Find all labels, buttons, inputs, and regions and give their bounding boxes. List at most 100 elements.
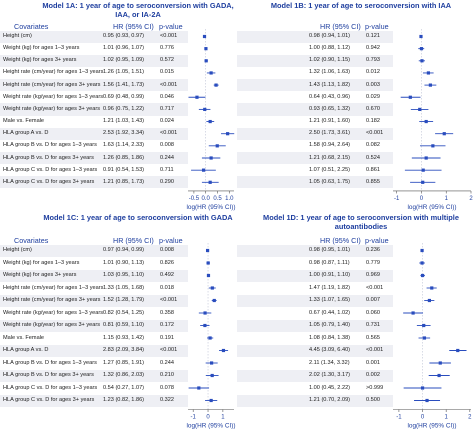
- hr-point: [226, 132, 230, 136]
- x-axis-title: log(HR (95% CI)): [186, 423, 235, 430]
- hr-value: 1.00 (0.45, 2.22): [309, 384, 351, 391]
- hr-point: [408, 95, 412, 99]
- row-band: [0, 54, 188, 67]
- hr-value: 0.93 (0.65, 1.32): [309, 105, 351, 112]
- p-value: <0.001: [160, 33, 178, 39]
- hr-value: 1.26 (1.05, 1.51): [103, 69, 145, 76]
- p-value-header: p-value: [365, 236, 389, 245]
- hr-value: 1.32 (1.06, 1.63): [309, 69, 351, 76]
- hr-point: [424, 156, 428, 160]
- x-tick-label: 0.0: [202, 196, 211, 202]
- row-band: [0, 103, 188, 116]
- hr-header: HR (95% CI): [113, 236, 154, 245]
- hr-point: [420, 273, 425, 278]
- row-band: [0, 127, 188, 140]
- hr-value: 2.83 (2.09, 3.84): [103, 347, 145, 353]
- hr-value: 1.21 (0.68, 2.15): [309, 154, 351, 161]
- hr-point: [420, 248, 424, 253]
- hr-point: [418, 107, 422, 111]
- p-value: 0.524: [366, 154, 380, 161]
- hr-value: 0.97 (0.94, 0.99): [103, 247, 145, 253]
- p-value: 0.711: [160, 166, 174, 173]
- hr-header: HR (95% CI): [320, 22, 361, 31]
- hr-point: [203, 323, 207, 328]
- p-value: 0.012: [366, 69, 380, 76]
- hr-value: 1.21 (1.03, 1.43): [103, 118, 145, 125]
- p-value: 0.776: [160, 45, 174, 52]
- p-value: 0.717: [160, 105, 174, 112]
- row-band: [0, 30, 188, 43]
- p-value: <0.001: [160, 130, 178, 137]
- p-value: 0.182: [366, 118, 380, 125]
- p-value: 0.322: [160, 397, 174, 403]
- hr-point: [437, 373, 441, 378]
- row-band: [237, 344, 393, 357]
- panel-title: Model 1C: 1 year of age to seroconversio…: [43, 213, 233, 222]
- x-tick-label: 1: [445, 196, 449, 202]
- p-value: <0.001: [366, 347, 384, 353]
- forest-plot-area: -1 0 1 2 log(HR (95% CI)): [393, 243, 472, 430]
- hr-point: [203, 107, 207, 111]
- row-band: [0, 176, 188, 189]
- covariate-label: HLA group B vs. D for ages 1–3 years: [3, 359, 97, 366]
- hr-point: [209, 361, 214, 365]
- hr-point: [204, 59, 208, 63]
- p-value-header: p-value: [365, 22, 389, 31]
- hr-value: 2.11 (1.34, 3.32): [309, 359, 350, 366]
- forest-plot-area: -1 0 1 log(HR (95% CI)): [186, 243, 236, 430]
- hr-value: 1.56 (1.41, 1.73): [103, 81, 145, 88]
- x-tick-label: 2: [468, 415, 472, 421]
- covariate-label: Weight rate (kg/year) for ages 3+ years: [3, 322, 101, 328]
- hr-point: [411, 311, 415, 315]
- covariate-label: Height rate (cm/year) for ages 1–3 years: [3, 284, 104, 291]
- x-tick-label: -1: [396, 415, 402, 421]
- hr-value: 1.43 (1.13, 1.82): [309, 81, 351, 88]
- p-value: 0.029: [366, 93, 380, 100]
- hr-value: 1.05 (0.79, 1.40): [309, 322, 351, 328]
- p-value: 0.244: [160, 359, 174, 366]
- hr-value: 0.95 (0.93, 0.97): [103, 33, 145, 39]
- p-value: 0.565: [366, 334, 380, 341]
- row-band: [237, 244, 393, 257]
- forest-panel-1d: Model 1D: 1 year of age to seroconversio…: [237, 213, 474, 430]
- hr-point: [210, 286, 214, 290]
- hr-value: 1.15 (0.93, 1.42): [103, 334, 145, 341]
- hr-point: [208, 180, 212, 184]
- hr-point: [430, 286, 434, 290]
- row-band: [0, 294, 188, 307]
- hr-value: 1.21 (0.70, 2.09): [309, 397, 351, 403]
- p-value: 0.500: [366, 397, 380, 403]
- row-band: [237, 294, 393, 307]
- hr-point: [214, 83, 218, 87]
- hr-value: 0.96 (0.75, 1.22): [103, 105, 145, 112]
- forest-plot-area: -0.5 0.0 0.5 1.0 log(HR (95% CI)): [186, 29, 236, 211]
- row-band: [237, 319, 393, 332]
- row-band: [237, 176, 393, 189]
- p-value: 0.861: [366, 166, 380, 173]
- p-value: 0.492: [160, 272, 174, 278]
- row-band: [0, 152, 188, 165]
- p-value: 0.358: [160, 309, 174, 316]
- p-value: 0.731: [366, 322, 380, 328]
- covariates-header: Covariates: [14, 22, 49, 31]
- hr-value: 1.02 (0.95, 1.09): [103, 57, 145, 64]
- hr-value: 1.26 (0.85, 1.86): [103, 154, 145, 161]
- hr-point: [427, 298, 431, 303]
- panel-title: Model 1D: 1 year of age to seroconversio…: [263, 213, 459, 231]
- x-tick-label: 1.0: [225, 196, 234, 202]
- hr-point: [208, 336, 212, 340]
- forest-panel-1b: Model 1B: 1 year of age to seroconversio…: [237, 0, 474, 213]
- hr-value: 1.05 (0.63, 1.75): [309, 178, 351, 185]
- p-value: >0.999: [366, 384, 384, 391]
- row-band: [0, 319, 188, 332]
- hr-point: [419, 47, 424, 51]
- p-value: 0.024: [160, 118, 174, 125]
- x-tick-label: 1: [221, 415, 225, 421]
- hr-point: [438, 361, 442, 365]
- hr-point: [425, 398, 429, 403]
- covariate-label: Height (cm): [3, 33, 32, 39]
- row-band: [237, 152, 393, 165]
- covariates-header: Covariates: [14, 236, 49, 245]
- hr-value: 1.27 (0.85, 1.91): [103, 359, 145, 366]
- hr-point: [422, 323, 426, 328]
